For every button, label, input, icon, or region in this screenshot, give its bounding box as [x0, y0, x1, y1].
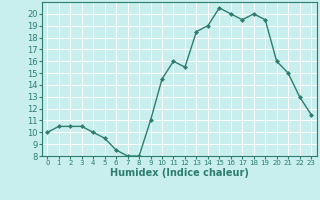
X-axis label: Humidex (Indice chaleur): Humidex (Indice chaleur) [110, 168, 249, 178]
